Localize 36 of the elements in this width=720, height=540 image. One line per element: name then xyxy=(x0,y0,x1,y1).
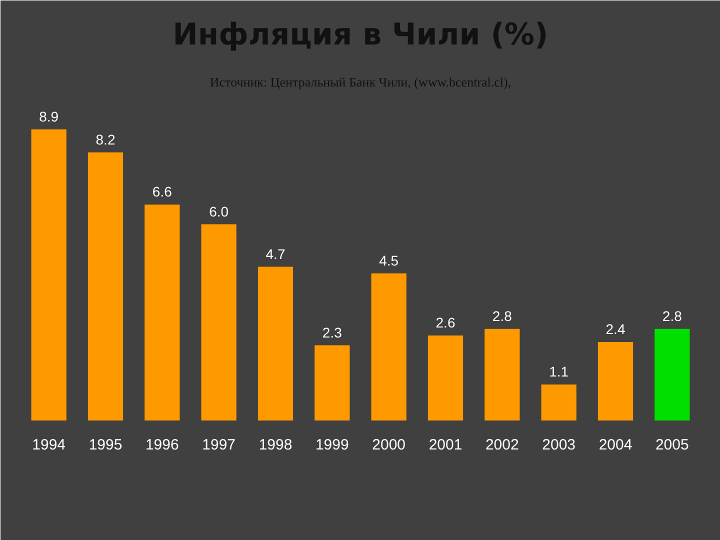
x-tick-label: 1996 xyxy=(145,436,179,454)
bar xyxy=(371,273,406,420)
data-label: 2.6 xyxy=(436,314,456,330)
data-label: 2.3 xyxy=(322,324,342,340)
bar xyxy=(484,328,520,420)
x-tick-label: 1998 xyxy=(258,436,292,454)
data-label: 6.6 xyxy=(152,184,172,200)
data-label: 2.8 xyxy=(662,308,682,324)
bar xyxy=(541,384,576,420)
bar xyxy=(201,224,236,420)
bar xyxy=(598,342,634,420)
data-label: 2.4 xyxy=(606,321,626,338)
x-tick-label: 1995 xyxy=(88,436,122,454)
bar xyxy=(258,266,294,420)
bar xyxy=(88,152,124,420)
data-label: 8.2 xyxy=(96,131,116,148)
x-tick-label: 2000 xyxy=(372,436,406,454)
bar xyxy=(654,328,690,420)
x-tick-label: 2003 xyxy=(542,436,576,454)
x-tick-label: 2005 xyxy=(655,436,689,454)
bar xyxy=(428,335,464,420)
x-tick-label: 1997 xyxy=(202,436,236,454)
bar xyxy=(144,204,180,420)
bar xyxy=(31,129,66,420)
data-label: 1.1 xyxy=(549,364,569,380)
x-tick-label: 2001 xyxy=(428,436,462,454)
x-tick-label: 2002 xyxy=(485,436,519,454)
data-label: 4.5 xyxy=(379,252,399,268)
x-tick-label: 1999 xyxy=(315,436,349,454)
data-label: 4.7 xyxy=(266,246,286,262)
data-label: 6.0 xyxy=(209,203,229,220)
bar xyxy=(314,345,350,420)
x-tick-label: 2004 xyxy=(598,436,632,454)
data-label: 8.9 xyxy=(39,108,59,124)
data-label: 2.8 xyxy=(492,308,512,324)
x-tick-label: 1994 xyxy=(32,436,66,454)
